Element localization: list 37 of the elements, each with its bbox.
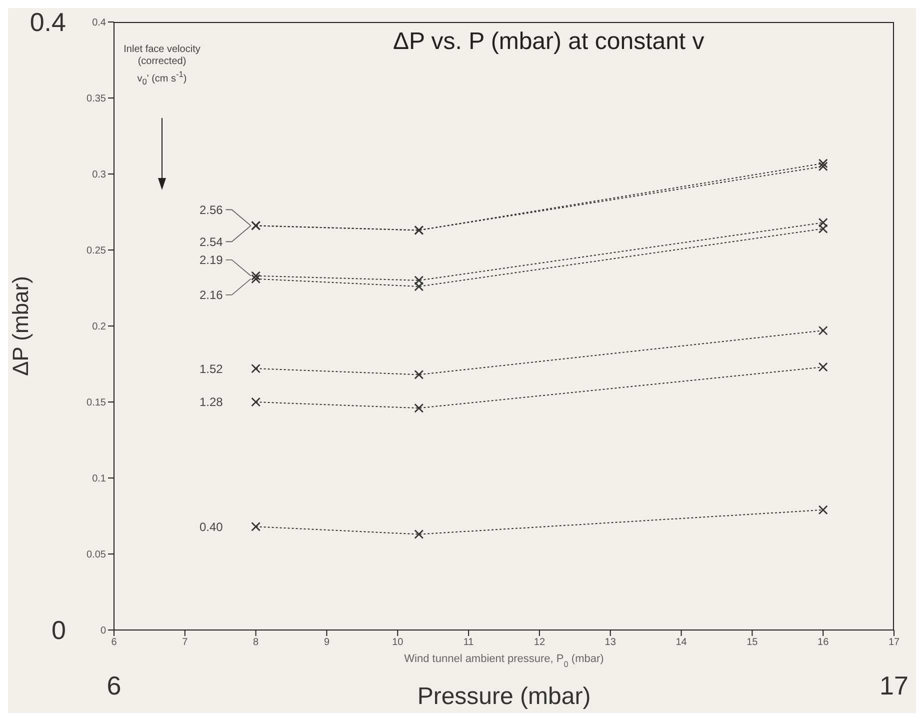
text: 2.19 <box>199 253 224 268</box>
x2-tick-label: 6 <box>106 670 122 700</box>
x2-tick-label: 17 <box>880 670 908 700</box>
x-tick-label: 9 <box>324 637 330 648</box>
y-tick-label: 0.3 <box>92 170 106 181</box>
text: 1.52 <box>199 362 224 376</box>
legend-title: Inlet face velocity (corrected) v$_{0}$' (cm s$^{-1}$) <box>122 44 202 88</box>
y2-axis-title: ΔP (mbar) <box>8 276 33 376</box>
x-tick-label: 11 <box>463 637 474 648</box>
x-tick-label: 17 <box>888 637 900 648</box>
y-tick-label: 0 <box>100 626 106 637</box>
x-tick-label: 7 <box>182 637 188 648</box>
y-tick-label: 0.35 <box>86 94 106 105</box>
y2-tick-label: 0 <box>52 615 66 646</box>
x-tick-label: 15 <box>746 637 758 648</box>
x-axis-title: Wind tunnel ambient pressure, P$_{0}$ (mbar) <box>404 653 604 668</box>
y-tick-label: 0.15 <box>86 398 106 409</box>
text: 2.16 <box>199 288 224 302</box>
x-tick-label: 6 <box>111 637 118 648</box>
x-tick-label: 16 <box>818 637 830 648</box>
y-tick-label: 0.1 <box>92 474 106 485</box>
x-tick-label: 14 <box>676 637 688 648</box>
x-tick-label: 13 <box>604 637 616 648</box>
x-tick-label: 12 <box>534 637 546 648</box>
text: 2.56 <box>199 202 224 217</box>
text: 0.40 <box>199 520 224 534</box>
x-tick-label: 8 <box>253 637 260 648</box>
text: 2.54 <box>199 234 224 249</box>
text: 1.28 <box>199 395 224 410</box>
y-tick-label: 0.4 <box>92 18 106 29</box>
y-tick-label: 0.25 <box>86 246 106 257</box>
chart-title: ΔP vs. P (mbar) at constant v <box>393 28 704 56</box>
y-tick-label: 0.2 <box>92 322 106 333</box>
x2-axis-title: Pressure (mbar) <box>417 683 591 710</box>
x-tick-label: 10 <box>392 637 404 648</box>
y-tick-label: 0.05 <box>86 550 106 561</box>
y2-tick-label: 0.4 <box>30 7 66 38</box>
